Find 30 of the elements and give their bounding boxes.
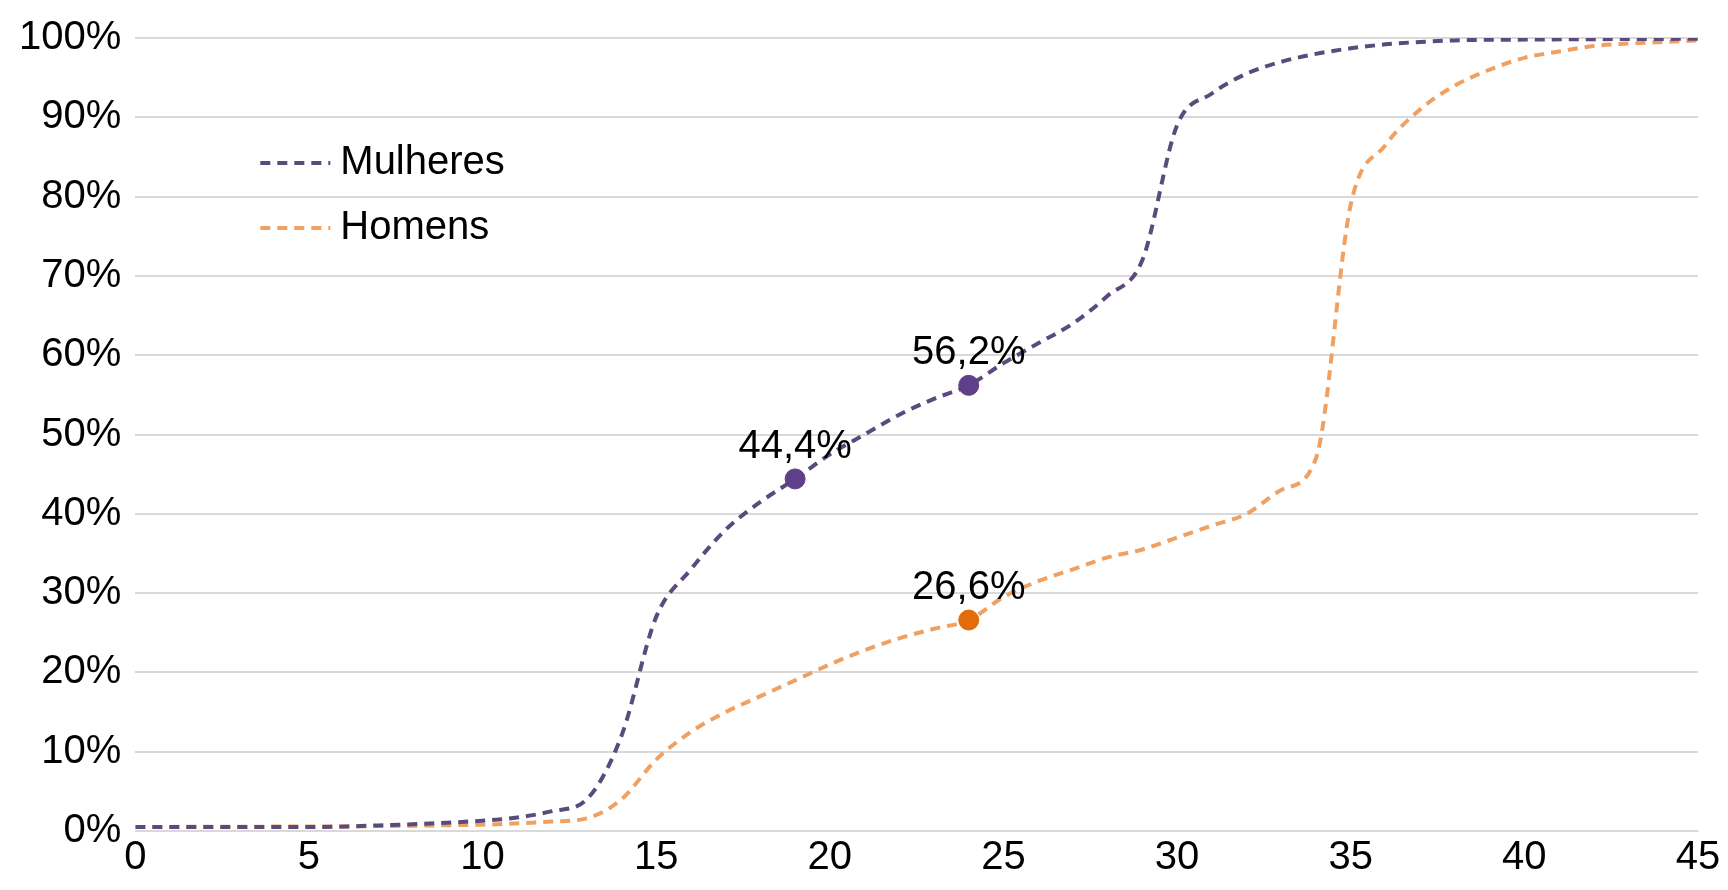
- y-tick-label: 50%: [41, 409, 122, 454]
- x-tick-label: 35: [1328, 833, 1373, 878]
- y-tick-label: 0%: [63, 806, 122, 851]
- data-label: 56,2%: [912, 328, 1026, 373]
- y-tick-label: 70%: [41, 250, 122, 295]
- y-tick-label: 90%: [41, 92, 122, 137]
- y-tick-label: 80%: [41, 171, 122, 216]
- point: [784, 468, 806, 490]
- x-tick-label: 25: [981, 833, 1026, 878]
- line-series: [135, 38, 1698, 830]
- x-tick-label: 40: [1502, 833, 1547, 878]
- x-tick-label: 0: [124, 833, 147, 878]
- y-tick-label: 60%: [41, 330, 122, 375]
- y-tick-label: 20%: [41, 647, 122, 692]
- x-tick-label: 5: [297, 833, 321, 878]
- legend-label: Homens: [340, 203, 490, 248]
- legend-label: Mulheres: [340, 138, 505, 183]
- y-tick-label: 40%: [41, 488, 122, 533]
- x-tick-label: 15: [633, 833, 679, 878]
- point: [958, 374, 980, 396]
- y-tick-label: 100%: [18, 13, 122, 58]
- y-tick-label: 30%: [41, 568, 122, 613]
- point: [958, 609, 980, 631]
- data-label: 26,6%: [912, 563, 1026, 608]
- x-tick-label: 20: [807, 833, 853, 878]
- x-tick-label: 45: [1675, 833, 1721, 878]
- y-tick-label: 10%: [41, 726, 122, 771]
- x-tick-label: 10: [460, 833, 505, 878]
- x-tick-label: 30: [1154, 833, 1200, 878]
- data-label: 44,4%: [738, 421, 852, 466]
